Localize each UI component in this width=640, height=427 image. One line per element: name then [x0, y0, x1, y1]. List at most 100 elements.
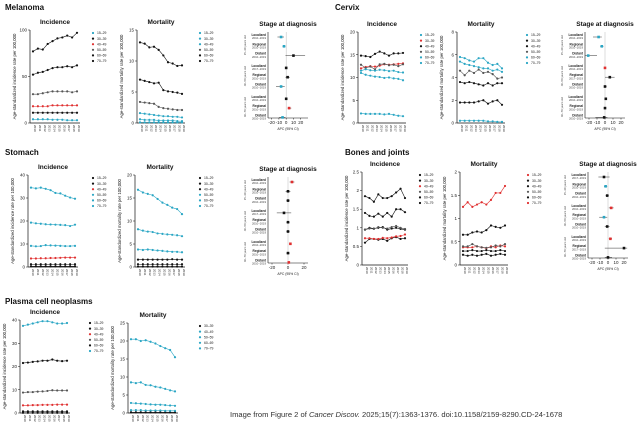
- legend-marker: [91, 188, 95, 191]
- data-point: [154, 342, 157, 345]
- apc-point: [603, 66, 607, 70]
- panel-title: Mortality: [147, 19, 174, 26]
- data-point: [61, 90, 64, 93]
- data-point: [34, 263, 37, 266]
- data-point: [383, 76, 386, 80]
- data-point: [164, 409, 167, 412]
- data-point: [41, 70, 44, 73]
- data-point: [138, 78, 142, 81]
- data-point: [51, 389, 54, 392]
- data-point: [61, 104, 64, 107]
- series-line: [139, 112, 183, 118]
- y-axis-label: Age-standardized incidence rate per 100,…: [344, 175, 349, 261]
- legend-label: 40–49: [204, 330, 214, 334]
- data-point: [36, 47, 39, 50]
- data-point: [151, 230, 154, 234]
- legend-label: 15–29: [531, 33, 541, 37]
- data-point: [368, 196, 371, 200]
- data-point: [39, 265, 42, 268]
- data-point: [39, 257, 42, 260]
- series-line: [460, 120, 502, 123]
- data-point: [144, 411, 147, 414]
- caption-prefix: Image from Figure 2 of: [230, 410, 309, 419]
- series-line: [33, 105, 77, 107]
- y-tick-label: 1: [356, 225, 359, 230]
- data-point: [171, 250, 174, 253]
- data-point: [154, 385, 157, 388]
- series-line: [139, 79, 183, 95]
- data-point: [458, 119, 462, 122]
- x-tick-label: 10: [613, 260, 619, 265]
- x-tick-label: 2011: [36, 269, 40, 276]
- apc-point: [279, 85, 283, 88]
- series-line: [360, 69, 404, 73]
- y-tick-label: 0: [22, 265, 25, 270]
- data-point: [364, 73, 367, 76]
- y-tick-label: 15: [127, 196, 133, 201]
- x-tick-label: 2019: [75, 269, 79, 276]
- legend-label: 60–69: [204, 199, 214, 203]
- y-axis-label: Age-standardized mortality rate per 100,…: [119, 34, 124, 118]
- data-point: [41, 92, 44, 95]
- data-point: [31, 390, 34, 394]
- x-tick-label: 2012: [43, 125, 47, 132]
- series-line: [30, 187, 76, 199]
- y-tick-label: 4: [451, 75, 454, 80]
- data-point: [166, 119, 170, 122]
- x-tick-label: 20: [301, 265, 307, 270]
- data-point: [180, 263, 184, 266]
- data-point: [482, 57, 485, 60]
- x-tick-label: 2012: [469, 125, 473, 132]
- y-tick-label: 10: [120, 375, 126, 380]
- data-point: [73, 256, 77, 259]
- y-axis-label: Age-standardized incidence rate per 100,…: [2, 323, 7, 409]
- data-point: [65, 403, 69, 406]
- data-point: [176, 263, 179, 266]
- year-range-label: 2010–2019: [252, 181, 266, 185]
- year-range-label: 2010–2019: [252, 262, 266, 266]
- data-point: [482, 99, 485, 102]
- data-point: [144, 402, 147, 406]
- data-point: [41, 111, 44, 114]
- x-tick-label: 2013: [154, 125, 158, 132]
- x-tick-label: 2013: [38, 415, 42, 422]
- data-point: [176, 265, 179, 268]
- legend-marker: [198, 43, 202, 46]
- stage-label: Distant: [572, 113, 584, 117]
- y-tick-label: 10: [129, 59, 135, 64]
- legend-marker: [198, 176, 202, 180]
- apc-point: [603, 85, 607, 88]
- data-point: [491, 120, 494, 123]
- series-line: [360, 63, 404, 70]
- data-point: [64, 224, 67, 227]
- legend-marker: [198, 48, 202, 51]
- data-point: [359, 71, 363, 75]
- legend-marker: [418, 190, 422, 193]
- x-tick-label: 2011: [465, 125, 469, 132]
- legend-marker: [198, 330, 202, 333]
- x-tick-label: 2010: [23, 415, 27, 422]
- data-point: [49, 223, 52, 226]
- y-tick-label: 10: [127, 219, 133, 224]
- legend-label: 30–39: [532, 179, 542, 183]
- data-point: [64, 194, 67, 197]
- legend-label: 30–39: [531, 39, 541, 43]
- panel-title: Stage at diagnosis: [259, 21, 317, 28]
- data-point: [156, 263, 159, 266]
- cancer-title: Plasma cell neoplasms: [5, 297, 93, 306]
- data-point: [66, 65, 69, 68]
- data-point: [141, 248, 144, 252]
- data-point: [395, 226, 398, 229]
- legend-marker: [419, 39, 423, 42]
- legend-marker: [526, 190, 530, 193]
- legend-label: 50–59: [97, 48, 107, 52]
- data-point: [176, 91, 179, 94]
- year-range-label: 2010–2019: [252, 221, 266, 225]
- data-point: [138, 41, 142, 44]
- y-tick-label: 30: [12, 341, 18, 346]
- data-point: [377, 237, 380, 241]
- legend-marker: [91, 204, 95, 208]
- stage-label: Localized: [568, 33, 583, 37]
- data-point: [134, 411, 137, 414]
- panel-title: Mortality: [146, 164, 173, 171]
